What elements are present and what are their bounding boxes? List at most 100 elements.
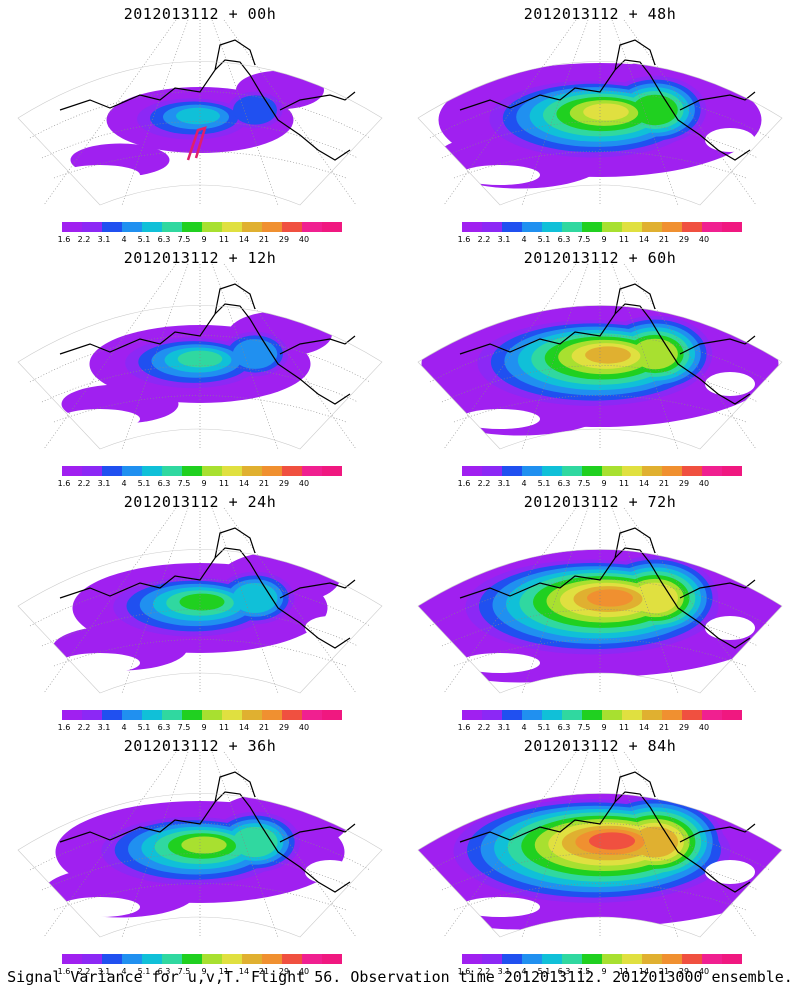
colorbar-segment (242, 710, 262, 720)
colorbar-segment (662, 222, 682, 232)
colorbar-segment (562, 954, 582, 964)
coastline (459, 39, 756, 161)
colorbar-tick-label: 40 (298, 235, 310, 244)
colorbar-labels: 1.6 2.2 3.1 4 5.1 6.3 7.5 9 11 14 21 29 40 (52, 967, 372, 977)
colorbar-segment (582, 710, 602, 720)
colorbar-segment (642, 954, 662, 964)
colorbar-tick-label: 5.1 (137, 235, 151, 244)
colorbar-segment (222, 222, 242, 232)
coastline (59, 283, 356, 405)
colorbar-segment (62, 710, 82, 720)
colorbar-segment (222, 710, 242, 720)
colorbar-segment (262, 710, 282, 720)
colorbar-segment (722, 710, 742, 720)
colorbar-segment (622, 222, 642, 232)
colorbar-tick-label: 40 (698, 967, 710, 976)
colorbar-tick-label: 5.1 (137, 479, 151, 488)
colorbar-tick-label: 11 (218, 723, 230, 732)
colorbar-tick-label: 9 (201, 967, 207, 976)
colorbar-segment (462, 466, 482, 476)
forecast-panel: 2012013112 + 36h 1.6 2.2 3.1 4 5.1 6.3 7.5 9 11 14… (0, 732, 400, 976)
graticule (429, 19, 771, 206)
colorbar-tick-label: 29 (678, 723, 690, 732)
variance-contour (181, 836, 227, 854)
colorbar-tick-label: 5.1 (537, 235, 551, 244)
graticule (29, 263, 371, 450)
colorbar-tick-label: 5.1 (537, 723, 551, 732)
colorbar-tick-label: 3.1 (97, 235, 111, 244)
colorbar-segment (682, 954, 702, 964)
colorbar-segment (462, 954, 482, 964)
colorbar-segment (162, 710, 182, 720)
colorbar-tick-label: 2.2 (77, 967, 91, 976)
flight-track (186, 126, 207, 161)
colorbar-segment (102, 466, 122, 476)
variance-contour (177, 350, 223, 368)
forecast-panel: 2012013112 + 60h 1.6 2.2 3.1 4 5.1 6.3 7.5 9 11 14… (400, 244, 800, 488)
colorbar-tick-label: 1.6 (57, 479, 71, 488)
colorbar-segment (122, 710, 142, 720)
colorbar-tick-label: 3.1 (97, 967, 111, 976)
graticule (29, 751, 371, 938)
colorbar-tick-label: 7.5 (177, 967, 191, 976)
colorbar-segment (162, 466, 182, 476)
colorbar-tick-label: 6.3 (557, 235, 571, 244)
colorbar-segment (202, 222, 222, 232)
colorbar-tick-label: 3.1 (97, 479, 111, 488)
variance-contour (176, 107, 220, 125)
colorbar-tick-label: 21 (658, 235, 670, 244)
colorbar (62, 222, 342, 232)
variance-map (417, 751, 783, 938)
colorbar-segment (582, 466, 602, 476)
colorbar-segment (302, 466, 322, 476)
colorbar-segment (182, 710, 202, 720)
colorbar-tick-label: 14 (238, 479, 250, 488)
variance-contour (705, 372, 755, 396)
colorbar-tick-label: 9 (601, 967, 607, 976)
colorbar-tick-label: 5.1 (537, 479, 551, 488)
colorbar-tick-label: 1.6 (57, 235, 71, 244)
colorbar-labels: 1.6 2.2 3.1 4 5.1 6.3 7.5 9 11 14 21 29 40 (452, 479, 772, 489)
colorbar-tick-label: 7.5 (577, 967, 591, 976)
colorbar-segment (162, 954, 182, 964)
colorbar-tick-label: 6.3 (157, 723, 171, 732)
colorbar-tick-label: 14 (238, 967, 250, 976)
colorbar-segment (322, 466, 342, 476)
colorbar-tick-label: 14 (238, 235, 250, 244)
colorbar-segment (622, 710, 642, 720)
variance-contour (305, 372, 355, 396)
colorbar-tick-label: 6.3 (157, 479, 171, 488)
colorbar-tick-label: 7.5 (577, 235, 591, 244)
colorbar-tick-label: 29 (278, 235, 290, 244)
forecast-panel: 2012013112 + 12h 1.6 2.2 3.1 4 5.1 6.3 7.5 9 11 14… (0, 244, 400, 488)
colorbar-tick-label: 2.2 (477, 479, 491, 488)
forecast-panel: 2012013112 + 72h 1.6 2.2 3.1 4 5.1 6.3 7.5 9 11 14… (400, 488, 800, 732)
panel-title: 2012013112 + 24h (123, 493, 277, 511)
colorbar-tick-label: 9 (201, 479, 207, 488)
colorbar-tick-label: 2.2 (77, 723, 91, 732)
colorbar-tick-label: 3.1 (497, 235, 511, 244)
colorbar-tick-label: 3.1 (497, 479, 511, 488)
colorbar-segment (562, 710, 582, 720)
colorbar-segment (562, 466, 582, 476)
colorbar-tick-label: 9 (601, 235, 607, 244)
colorbar-segment (702, 466, 722, 476)
colorbar-segment (502, 710, 522, 720)
panel-title: 2012013112 + 36h (123, 737, 277, 755)
variance-map (17, 751, 383, 938)
colorbar-segment (302, 222, 322, 232)
colorbar-tick-label: 40 (698, 235, 710, 244)
colorbar-tick-label: 6.3 (157, 235, 171, 244)
colorbar-tick-label: 7.5 (177, 235, 191, 244)
colorbar (62, 466, 342, 476)
colorbar-tick-label: 29 (678, 479, 690, 488)
colorbar-tick-label: 9 (201, 723, 207, 732)
colorbar-tick-label: 40 (298, 723, 310, 732)
colorbar-segment (682, 222, 702, 232)
colorbar-tick-label: 9 (201, 235, 207, 244)
colorbar-segment (542, 222, 562, 232)
coastline (59, 527, 356, 649)
colorbar-segment (602, 954, 622, 964)
colorbar-tick-label: 29 (278, 967, 290, 976)
panel-title: 2012013112 + 00h (123, 5, 277, 23)
